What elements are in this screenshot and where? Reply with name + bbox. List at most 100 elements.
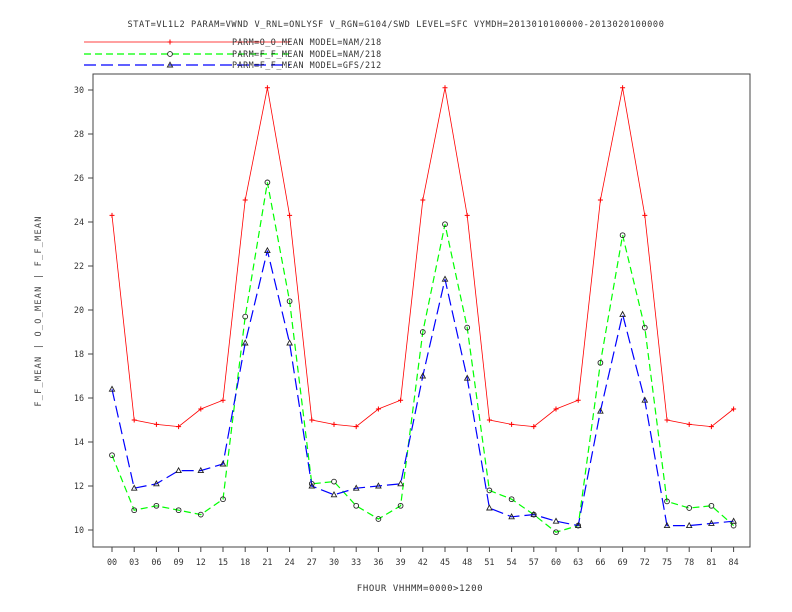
series-line — [111, 250, 734, 527]
data-point-marker — [242, 313, 249, 320]
data-point-marker — [464, 212, 470, 218]
data-point-marker — [531, 424, 537, 430]
data-point-marker — [442, 85, 448, 91]
data-point-marker — [331, 478, 337, 485]
y-tick-label: 18 — [74, 349, 84, 359]
data-point-marker — [420, 197, 426, 203]
x-tick-label: 51 — [484, 557, 494, 567]
y-tick-label: 16 — [74, 393, 84, 403]
x-tick-label: 30 — [329, 557, 339, 567]
x-tick-label: 24 — [285, 557, 295, 567]
data-point-marker — [597, 359, 604, 366]
legend-label: PARM=F_F_MEAN MODEL=NAM/218 — [232, 49, 382, 59]
data-point-marker — [620, 85, 626, 91]
data-point-marker — [242, 197, 248, 203]
data-point-marker — [130, 484, 138, 491]
x-tick-label: 69 — [618, 557, 628, 567]
data-point-marker — [486, 417, 492, 423]
data-point-marker — [309, 417, 315, 423]
data-point-marker — [308, 482, 316, 489]
data-point-marker — [664, 498, 670, 505]
legend-label: PARM=O_O_MEAN MODEL=NAM/218 — [232, 37, 382, 47]
data-point-marker — [286, 298, 293, 305]
legend-label: PARM=F_F_MEAN MODEL=GFS/212 — [232, 60, 382, 70]
data-point-marker — [486, 504, 493, 511]
x-axis: 00 03 06 09 12 15 18 21 24 27 30 33 36 39 42 45 48 51 54 57… — [107, 547, 739, 567]
data-point-marker — [419, 329, 426, 335]
x-tick-label: 60 — [551, 557, 561, 567]
x-tick-label: 18 — [240, 557, 250, 567]
x-tick-label: 12 — [196, 557, 206, 567]
data-point-marker — [109, 452, 115, 459]
x-tick-label: 63 — [573, 557, 583, 567]
x-tick-label: 72 — [640, 557, 650, 567]
data-point-marker — [353, 424, 359, 430]
data-point-marker — [131, 507, 138, 514]
data-point-marker — [397, 480, 404, 487]
data-point-marker — [463, 374, 471, 381]
x-tick-label: 00 — [107, 557, 117, 567]
data-point-marker — [708, 519, 715, 526]
data-point-marker — [508, 513, 515, 520]
x-tick-label: 81 — [706, 557, 716, 567]
x-tick-label: 39 — [396, 557, 406, 567]
data-point-marker — [686, 421, 692, 427]
data-point-marker — [398, 397, 404, 403]
y-tick-label: 26 — [74, 173, 84, 183]
x-tick-label: 27 — [307, 557, 317, 567]
data-point-marker — [375, 516, 382, 522]
x-tick-label: 33 — [351, 557, 361, 567]
data-point-marker — [331, 421, 337, 427]
data-point-marker — [153, 421, 159, 427]
data-point-marker — [153, 480, 160, 487]
x-tick-label: 75 — [662, 557, 672, 567]
data-point-marker — [176, 424, 182, 430]
y-tick-label: 30 — [74, 85, 84, 95]
y-tick-label: 10 — [74, 525, 84, 535]
y-axis-label: F_F_MEAN | O_O_MEAN | F_F_MEAN — [34, 215, 44, 406]
x-tick-label: 48 — [462, 557, 472, 567]
data-point-marker — [375, 482, 382, 489]
data-point-marker — [685, 521, 693, 529]
data-point-marker — [352, 484, 360, 491]
data-point-marker — [108, 385, 116, 392]
legend-marker — [167, 51, 173, 57]
x-tick-label: 09 — [174, 557, 184, 567]
data-point-marker — [219, 460, 227, 467]
data-point-marker — [419, 372, 427, 379]
x-tick-label: 54 — [507, 557, 517, 567]
data-point-marker — [509, 421, 515, 427]
data-point-marker — [353, 502, 360, 509]
data-point-marker — [641, 396, 649, 403]
legend-marker — [167, 39, 173, 45]
data-point-marker — [175, 507, 182, 514]
data-point-marker — [575, 397, 581, 403]
data-point-marker — [730, 517, 737, 524]
data-point-marker — [198, 406, 204, 412]
legend: PARM=O_O_MEAN MODEL=NAM/218 PARM=F_F_MEAN… — [84, 37, 382, 70]
data-point-marker — [553, 529, 559, 536]
data-point-marker — [552, 517, 560, 524]
x-tick-label: 45 — [440, 557, 450, 567]
data-point-marker — [619, 232, 626, 239]
x-tick-label: 15 — [218, 557, 228, 567]
data-point-marker — [530, 510, 538, 518]
data-point-marker — [708, 424, 714, 430]
data-point-marker — [264, 246, 271, 254]
x-tick-label: 78 — [684, 557, 694, 567]
data-point-marker — [109, 212, 115, 218]
y-axis: 10 12 14 16 18 20 22 24 26 28 30 — [74, 85, 93, 535]
data-point-marker — [731, 406, 737, 412]
data-point-marker — [397, 502, 404, 509]
data-point-marker — [508, 496, 515, 503]
data-point-marker — [597, 407, 604, 414]
data-point-marker — [197, 511, 204, 518]
data-point-marker — [486, 487, 493, 494]
data-point-marker — [686, 505, 693, 511]
series-layer — [108, 85, 737, 536]
x-axis-label: FHOUR VHHMM=0000>1200 — [357, 584, 483, 594]
legend-marker — [166, 61, 174, 68]
y-tick-label: 12 — [74, 481, 84, 491]
y-tick-label: 28 — [74, 129, 84, 139]
